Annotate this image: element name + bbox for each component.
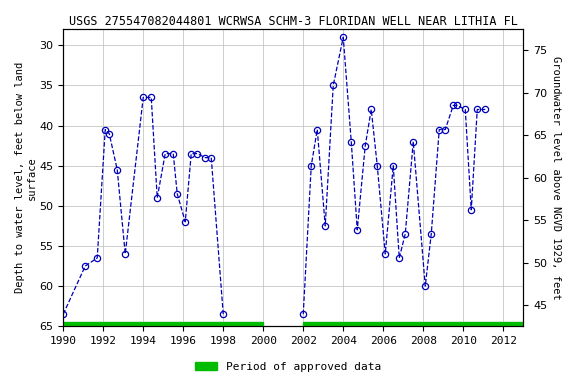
Legend: Period of approved data: Period of approved data [191,358,385,377]
Bar [63,322,263,329]
Y-axis label: Groundwater level above NGVD 1929, feet: Groundwater level above NGVD 1929, feet [551,56,561,300]
Title: USGS 275547082044801 WCRWSA SCHM-3 FLORIDAN WELL NEAR LITHIA FL: USGS 275547082044801 WCRWSA SCHM-3 FLORI… [69,15,518,28]
Bar [303,322,523,329]
Y-axis label: Depth to water level, feet below land
surface: Depth to water level, feet below land su… [15,62,37,293]
